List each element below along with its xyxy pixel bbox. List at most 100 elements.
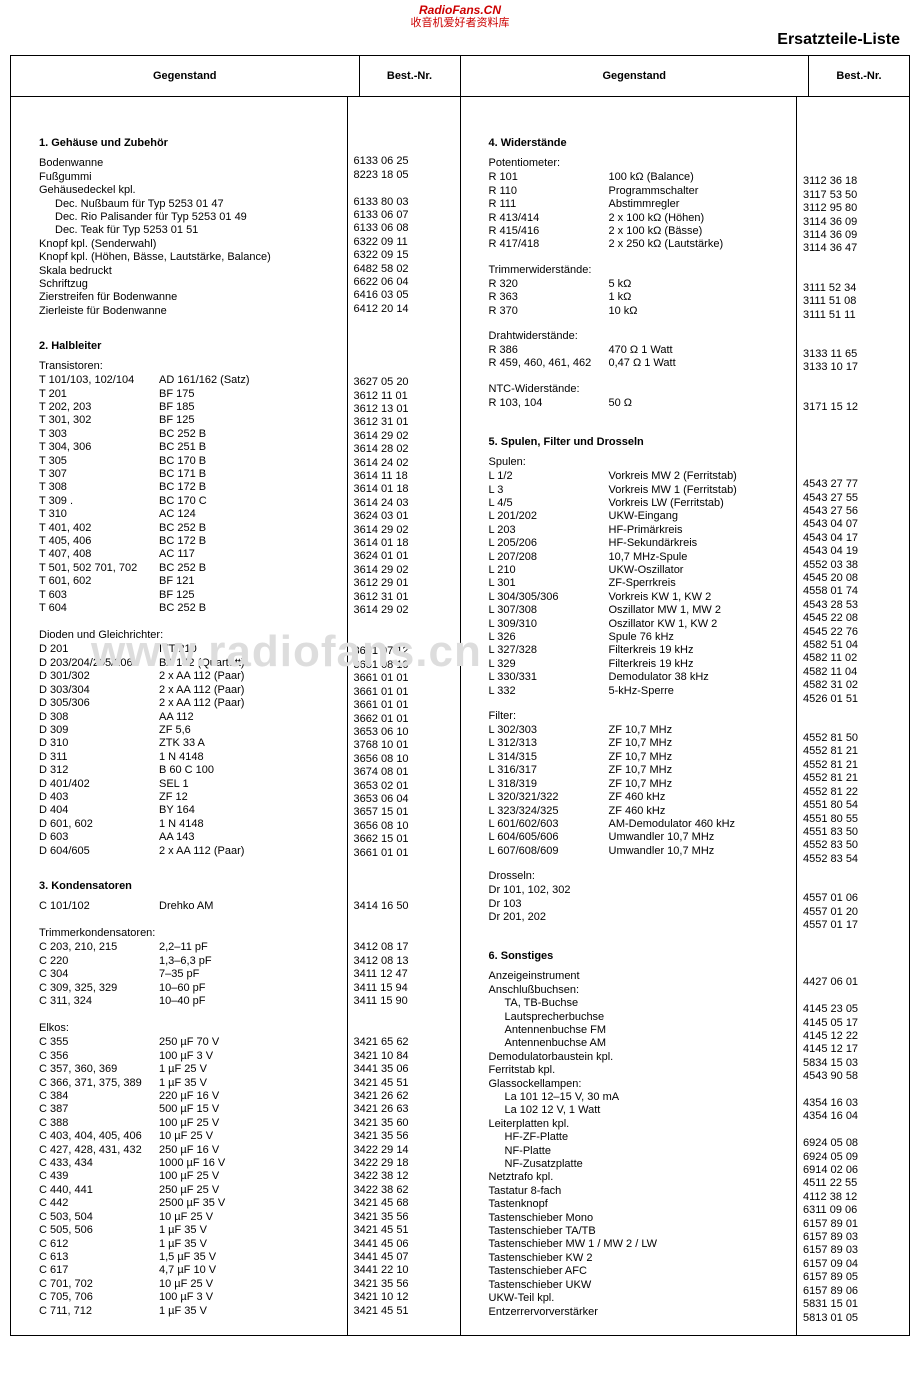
best-nr: 3612 13 01	[354, 403, 454, 416]
part-desc: Antennenbuchse FM	[489, 1024, 607, 1037]
table-row: T 201BF 175	[39, 388, 339, 401]
best-nr: 3657 15 01	[354, 806, 454, 819]
left-body: www.radiofans.cn 1. Gehäuse und ZubehörB…	[11, 97, 348, 1335]
best-nr: 3662 01 01	[354, 713, 454, 726]
subheading: Filter:	[489, 710, 789, 722]
part-value: 220 µF 16 V	[159, 1090, 339, 1103]
table-row: C 6131,5 µF 35 V	[39, 1251, 339, 1264]
best-nr: 3421 35 60	[354, 1117, 454, 1130]
part-value: Programmschalter	[609, 185, 789, 198]
best-nr: 4552 83 54	[803, 853, 903, 866]
best-nr: 4552 03 38	[803, 559, 903, 572]
table-row: R 459, 460, 461, 4620,47 Ω 1 Watt	[489, 357, 789, 370]
table-row: C 309, 325, 32910–60 pF	[39, 982, 339, 995]
part-desc: Netztrafo kpl.	[489, 1171, 554, 1184]
part-value: BC 252 B	[159, 602, 339, 615]
best-nr: 4582 51 04	[803, 639, 903, 652]
best-nr: 3411 15 90	[354, 995, 454, 1008]
part-ref: L 332	[489, 685, 609, 698]
part-ref: D 303/304	[39, 684, 159, 697]
part-ref: C 384	[39, 1090, 159, 1103]
part-ref: C 388	[39, 1117, 159, 1130]
table-row: Tastenknopf	[489, 1198, 789, 1211]
part-ref: C 403, 404, 405, 406	[39, 1130, 159, 1143]
part-ref: C 442	[39, 1197, 159, 1210]
part-desc: La 102 12 V, 1 Watt	[489, 1104, 601, 1117]
best-nr: 3614 11 18	[354, 470, 454, 483]
table-row: T 305BC 170 B	[39, 455, 339, 468]
best-nr: 4543 27 56	[803, 505, 903, 518]
part-ref: R 386	[489, 344, 609, 357]
best-nr: 6133 06 07	[354, 209, 454, 222]
part-value: UKW-Oszillator	[609, 564, 789, 577]
table-row: C 388100 µF 25 V	[39, 1117, 339, 1130]
best-nr: 3133 10 17	[803, 361, 903, 374]
part-ref: T 301, 302	[39, 414, 159, 427]
part-desc: Demodulatorbaustein kpl.	[489, 1051, 614, 1064]
table-row: T 603BF 125	[39, 589, 339, 602]
table-row: R 3631 kΩ	[489, 291, 789, 304]
part-value: Drehko AM	[159, 900, 339, 913]
table-row: L 318/319ZF 10,7 MHz	[489, 778, 789, 791]
part-value: 1 µF 35 V	[159, 1077, 339, 1090]
table-row: L 314/315ZF 10,7 MHz	[489, 751, 789, 764]
table-row: C 6174,7 µF 10 V	[39, 1264, 339, 1277]
table-row: Dec. Teak für Typ 5253 01 51	[39, 224, 339, 237]
table-row: Dr 101, 102, 302	[489, 884, 789, 897]
best-nr: 3614 28 02	[354, 443, 454, 456]
part-ref: T 307	[39, 468, 159, 481]
part-value: 10–40 pF	[159, 995, 339, 1008]
best-nr: 3421 26 62	[354, 1090, 454, 1103]
part-ref: D 604/605	[39, 845, 159, 858]
best-nr: 3112 95 80	[803, 202, 903, 215]
section-title: 3. Kondensatoren	[39, 880, 339, 892]
table-row: HF-ZF-Platte	[489, 1131, 789, 1144]
part-value: ZF 460 kHz	[609, 791, 789, 804]
parts-table: Gegenstand Best.-Nr. www.radiofans.cn 1.…	[10, 55, 910, 1336]
part-value: BC 172 B	[159, 481, 339, 494]
part-ref: C 505, 506	[39, 1224, 159, 1237]
table-row: T 308BC 172 B	[39, 481, 339, 494]
table-row: C 433, 4341000 µF 16 V	[39, 1157, 339, 1170]
table-row: C 101/102Drehko AM	[39, 900, 339, 913]
table-row: C 403, 404, 405, 40610 µF 25 V	[39, 1130, 339, 1143]
table-row: C 356100 µF 3 V	[39, 1050, 339, 1063]
part-value: 50 Ω	[609, 397, 789, 410]
best-nr: 3114 36 47	[803, 242, 903, 255]
part-desc: Tastenschieber AFC	[489, 1265, 587, 1278]
part-value: BY 164	[159, 804, 339, 817]
table-row: Dec. Rio Palisander für Typ 5253 01 49	[39, 211, 339, 224]
part-desc: Tastenschieber MW 1 / MW 2 / LW	[489, 1238, 658, 1251]
part-value: ITT 210	[159, 643, 339, 656]
part-ref: D 404	[39, 804, 159, 817]
part-ref: R 320	[489, 278, 609, 291]
part-value: Vorkreis KW 1, KW 2	[609, 591, 789, 604]
best-nr: 6914 02 06	[803, 1164, 903, 1177]
part-desc: Dec. Nußbaum für Typ 5253 01 47	[39, 198, 224, 211]
part-ref: T 310	[39, 508, 159, 521]
best-nr: 3111 51 08	[803, 295, 903, 308]
best-nr: 4543 28 53	[803, 599, 903, 612]
part-desc: Skala bedruckt	[39, 265, 112, 278]
best-nr: 3412 08 17	[354, 941, 454, 954]
left-column: Gegenstand Best.-Nr. www.radiofans.cn 1.…	[11, 56, 461, 1336]
table-row: La 102 12 V, 1 Watt	[489, 1104, 789, 1117]
part-value: 1000 µF 16 V	[159, 1157, 339, 1170]
table-row: C 3047–35 pF	[39, 968, 339, 981]
table-row: Dec. Nußbaum für Typ 5253 01 47	[39, 198, 339, 211]
part-desc: Anschlußbuchsen:	[489, 984, 580, 997]
table-row: L 601/602/603AM-Demodulator 460 kHz	[489, 818, 789, 831]
table-row: C 2201,3–6,3 pF	[39, 955, 339, 968]
section-title: 6. Sonstiges	[489, 950, 789, 962]
right-column: Gegenstand Best.-Nr. 4. WiderständePoten…	[461, 56, 911, 1336]
table-row: C 311, 32410–40 pF	[39, 995, 339, 1008]
best-nr: 4545 20 08	[803, 572, 903, 585]
part-ref: D 310	[39, 737, 159, 750]
part-ref: C 701, 702	[39, 1278, 159, 1291]
part-ref: C 203, 210, 215	[39, 941, 159, 954]
best-nr: 6322 09 15	[354, 249, 454, 262]
part-value: BF 175	[159, 388, 339, 401]
part-desc: Zierstreifen für Bodenwanne	[39, 291, 177, 304]
best-nr: 3614 01 18	[354, 483, 454, 496]
part-value: ZF 10,7 MHz	[609, 764, 789, 777]
